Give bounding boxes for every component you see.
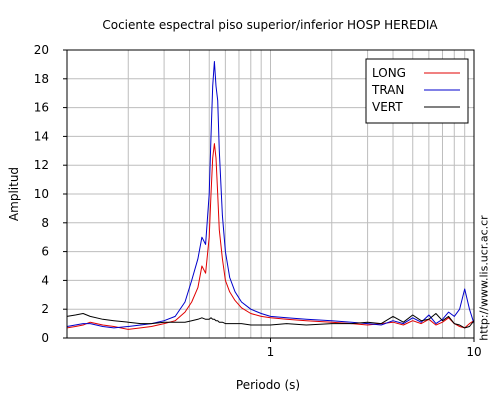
y-tick-label: 18 (34, 72, 49, 86)
y-tick-label: 14 (34, 129, 49, 143)
y-tick-label: 10 (34, 187, 49, 201)
y-tick-label: 4 (41, 273, 49, 287)
y-tick-label: 20 (34, 43, 49, 57)
legend-label-tran: TRAN (371, 83, 404, 97)
x-tick-label: 1 (267, 345, 275, 359)
y-axis-label: Amplitud (7, 167, 21, 221)
y-tick-label: 8 (41, 216, 49, 230)
source-url-label: http://www.lis.ucr.ac.cr (477, 215, 491, 341)
y-tick-label: 16 (34, 101, 49, 115)
y-tick-label: 2 (41, 302, 49, 316)
chart-title: Cociente espectral piso superior/inferio… (102, 18, 438, 32)
y-tick-label: 0 (41, 331, 49, 345)
series-lines (66, 61, 475, 330)
x-axis-label: Periodo (s) (236, 378, 300, 392)
legend-label-vert: VERT (372, 100, 403, 114)
axis-ticks: 0 2 4 6 8 10 12 14 16 18 20 1 10 (34, 43, 482, 359)
x-tick-label: 10 (466, 345, 481, 359)
y-tick-label: 12 (34, 158, 49, 172)
y-tick-label: 6 (41, 245, 49, 259)
legend-box (365, 58, 469, 124)
legend: LONG TRAN VERT (365, 58, 469, 124)
legend-label-long: LONG (372, 66, 406, 80)
series-line-vert (66, 313, 475, 329)
